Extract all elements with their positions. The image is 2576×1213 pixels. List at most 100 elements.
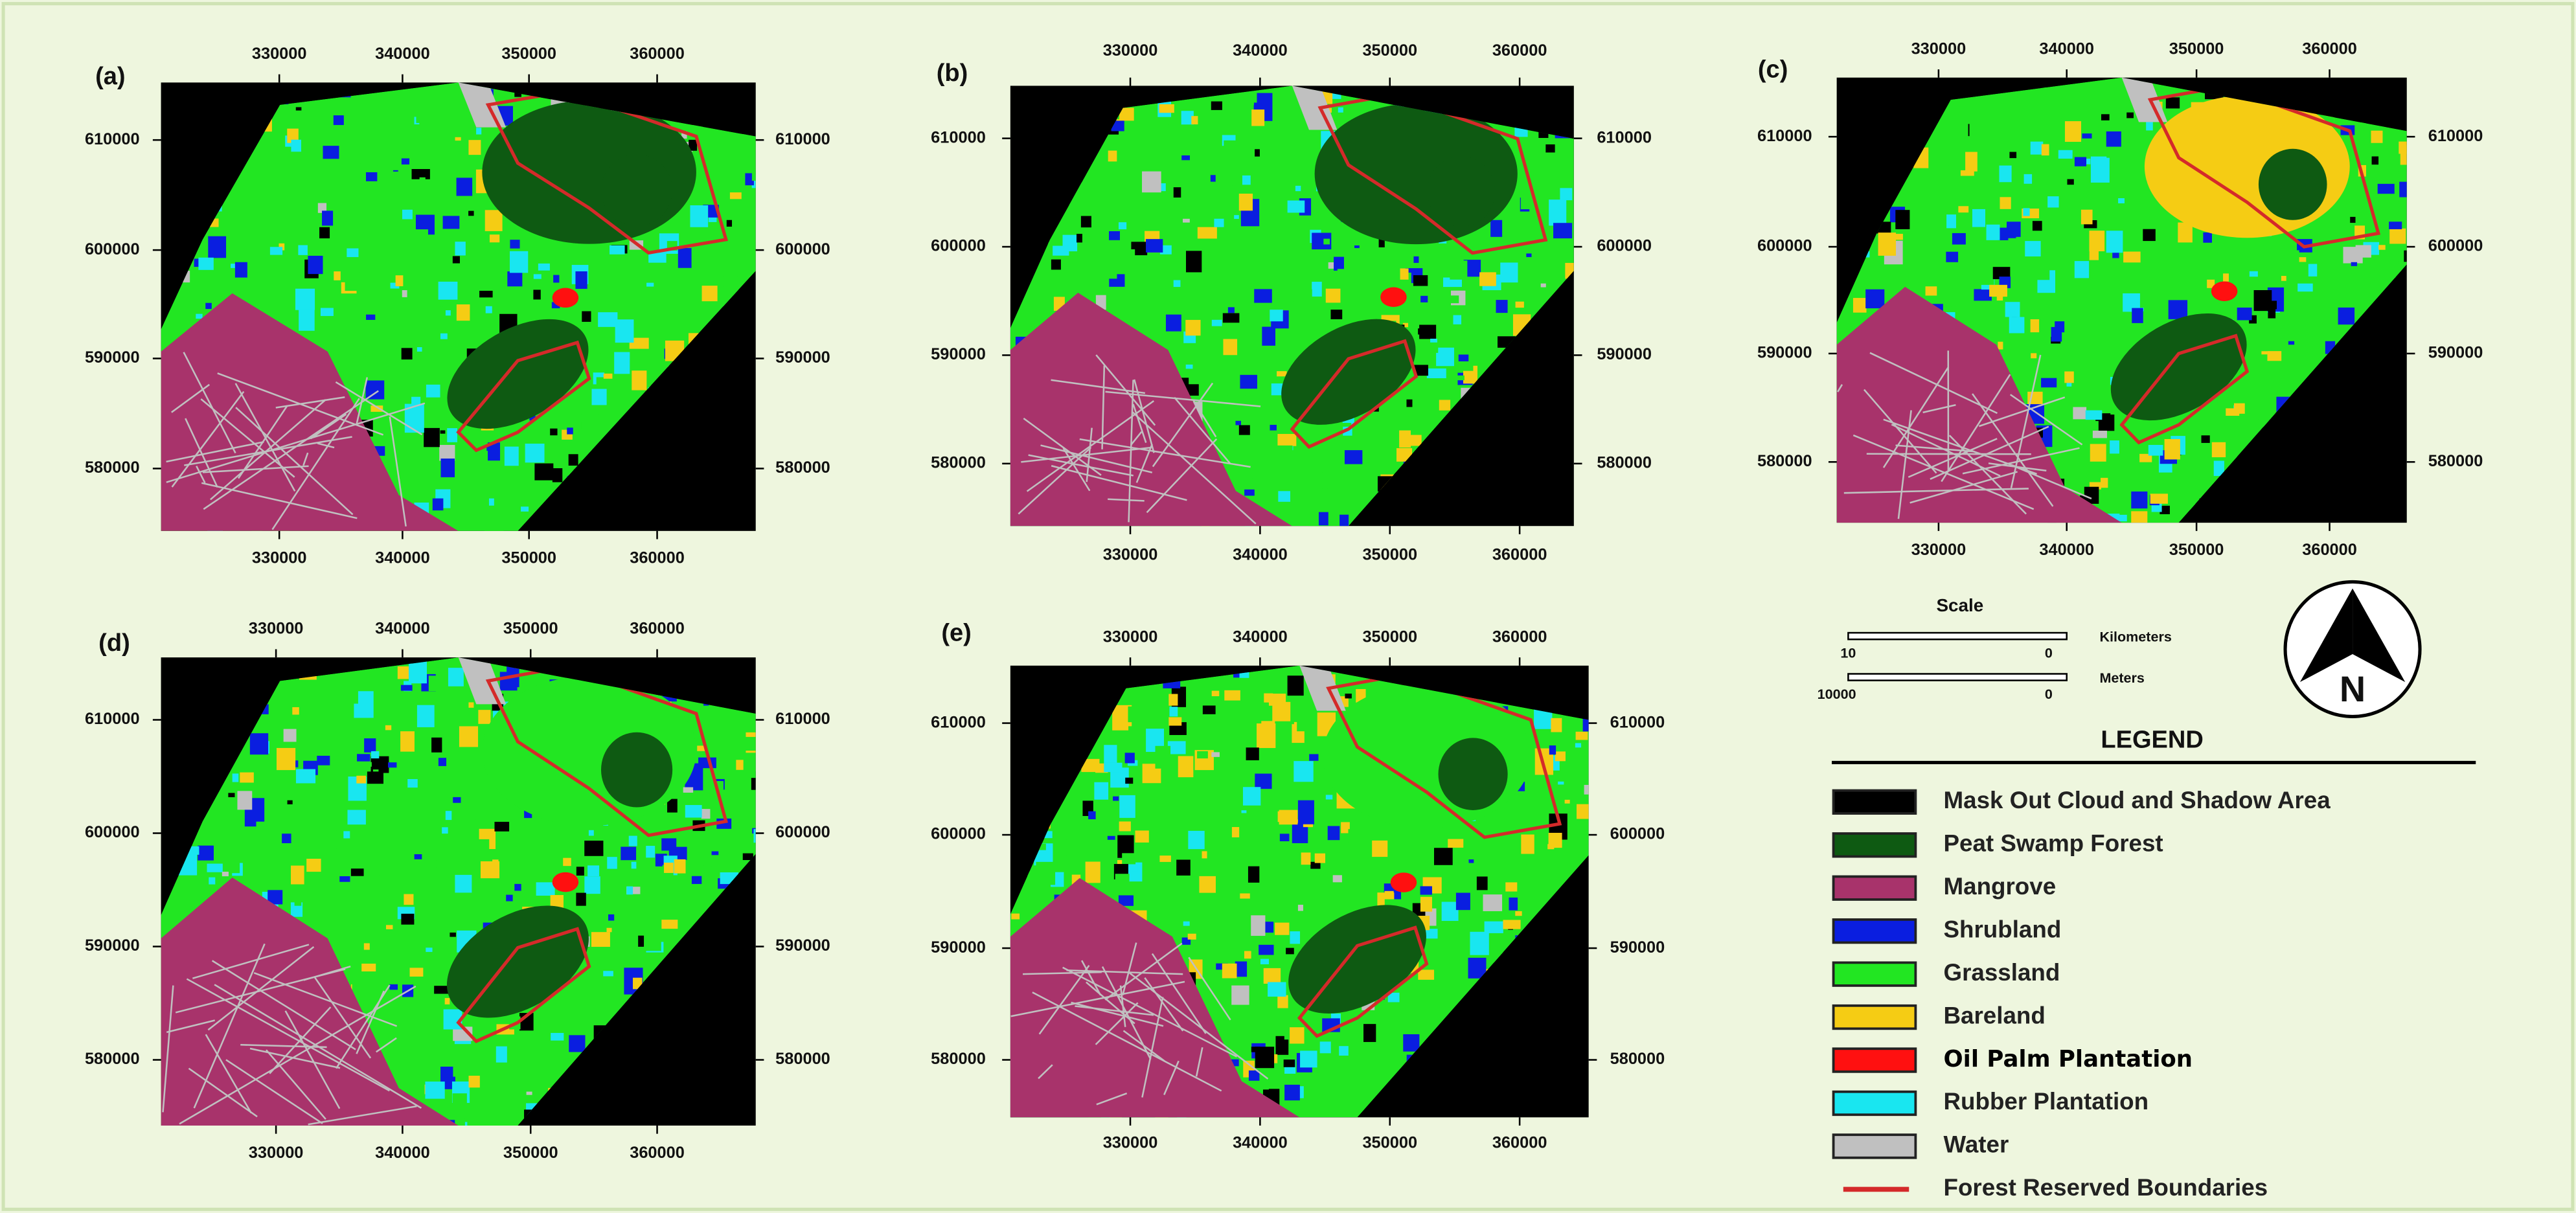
land-cover-patch <box>225 863 240 874</box>
water-channel <box>179 985 416 1125</box>
land-cover-patch <box>745 173 754 186</box>
land-cover-patch <box>538 263 550 271</box>
panel-label: (d) <box>98 629 130 657</box>
land-cover-patch <box>1518 804 1534 815</box>
water-channel <box>1132 403 1147 443</box>
land-cover-patch <box>586 299 593 303</box>
water-channel <box>389 416 407 527</box>
water-channel <box>183 352 236 454</box>
land-cover-patch <box>2345 266 2364 287</box>
land-cover-patch <box>1240 374 1257 389</box>
land-cover-patch <box>2377 183 2395 194</box>
land-cover-patch <box>194 258 200 267</box>
land-cover-patch <box>357 754 370 762</box>
land-cover-patch <box>404 894 414 905</box>
land-cover-patch <box>2201 435 2210 443</box>
land-cover-patch <box>1132 864 1138 872</box>
land-cover-patch <box>1025 871 1032 876</box>
land-cover-patch <box>2012 131 2026 146</box>
land-cover-patch <box>414 854 422 859</box>
land-cover-patch <box>683 787 694 793</box>
y-tick-label: 600000 <box>2428 237 2483 255</box>
land-cover-patch <box>1222 313 1240 323</box>
land-cover-patch <box>484 210 503 231</box>
land-cover-patch <box>1575 731 1588 740</box>
land-cover-patch <box>1521 834 1534 854</box>
land-cover-patch <box>377 165 390 184</box>
land-cover-patch <box>2351 262 2358 266</box>
land-cover-patch <box>456 177 473 196</box>
land-cover-patch <box>290 902 303 917</box>
land-cover-patch <box>1053 245 1069 256</box>
land-cover-patch <box>1274 445 1293 462</box>
legend-label: Shrubland <box>1944 916 2062 942</box>
land-cover-patch <box>401 348 413 360</box>
land-cover-patch <box>2187 262 2198 271</box>
land-cover-patch <box>1314 853 1326 863</box>
water-channel <box>1192 400 1217 438</box>
land-cover-patch <box>1500 262 1518 283</box>
land-cover-patch <box>232 773 239 782</box>
land-cover-patch <box>568 454 578 466</box>
land-cover-patch <box>1418 328 1429 335</box>
y-tick-label: 610000 <box>1597 128 1652 146</box>
y-tick-label: 590000 <box>775 348 830 367</box>
water-channel <box>1978 396 2066 427</box>
land-cover-patch <box>2267 351 2282 361</box>
water-channel <box>202 465 309 473</box>
land-cover-patch <box>344 687 358 704</box>
land-cover-patch <box>1974 171 1981 177</box>
land-cover-patch <box>2254 254 2263 262</box>
land-cover-patch <box>1337 269 1346 281</box>
x-tick-label: 340000 <box>2039 40 2094 58</box>
land-cover-patch <box>1238 425 1250 435</box>
water-channel <box>166 1019 215 1034</box>
land-cover-patch <box>653 881 661 887</box>
y-tick-label: 610000 <box>1610 713 1665 731</box>
water-channel <box>1174 396 1231 464</box>
land-cover-patch <box>2031 353 2037 359</box>
land-cover-patch <box>581 414 598 435</box>
land-cover-patch <box>323 146 339 159</box>
land-cover-patch <box>2249 271 2258 277</box>
x-tick-label: 340000 <box>1233 546 1288 564</box>
land-cover-patch <box>291 159 310 186</box>
x-tick-label: 360000 <box>2302 40 2357 58</box>
land-cover-patch <box>587 865 600 877</box>
land-cover-patch <box>1323 238 1330 245</box>
land-cover-patch <box>1168 717 1182 726</box>
land-cover-patch <box>208 236 227 258</box>
land-cover-patch <box>2317 260 2333 282</box>
land-cover-patch <box>1515 301 1524 308</box>
land-cover-patch <box>1538 131 1549 138</box>
legend-swatch <box>1832 1090 1917 1117</box>
land-cover-patch <box>1952 232 1966 245</box>
forest-boundary <box>456 340 591 453</box>
land-cover-patch <box>1199 876 1216 893</box>
land-cover-patch <box>334 271 341 280</box>
land-cover-patch <box>526 1091 532 1095</box>
land-cover-patch <box>1979 271 1994 285</box>
land-cover-patch <box>1958 206 1969 213</box>
land-cover-patch <box>1118 222 1127 230</box>
north-label: N <box>2340 668 2365 709</box>
land-cover-patch <box>1186 251 1202 273</box>
land-cover-patch <box>1281 330 1293 337</box>
water-channel <box>1188 957 1231 1021</box>
map-panel: (c) 330000 330000 340000 340000 350000 350000 3… <box>1757 40 2483 559</box>
land-cover-patch <box>1399 430 1411 448</box>
land-cover-patch <box>569 1035 586 1052</box>
y-tick-label: 580000 <box>775 459 830 477</box>
land-cover-patch <box>1297 800 1314 824</box>
land-cover-patch <box>1088 811 1096 820</box>
land-cover-patch <box>442 216 460 229</box>
land-cover-patch <box>2058 150 2073 159</box>
land-cover-patch <box>1227 307 1235 313</box>
land-cover-patch <box>1125 777 1134 784</box>
land-cover-patch <box>534 463 554 481</box>
land-cover-patch <box>1378 239 1385 247</box>
water-channel <box>1101 966 1152 1060</box>
land-cover-patch <box>1094 782 1109 800</box>
land-cover-patch <box>632 370 647 391</box>
land-cover-patch <box>1420 295 1428 302</box>
